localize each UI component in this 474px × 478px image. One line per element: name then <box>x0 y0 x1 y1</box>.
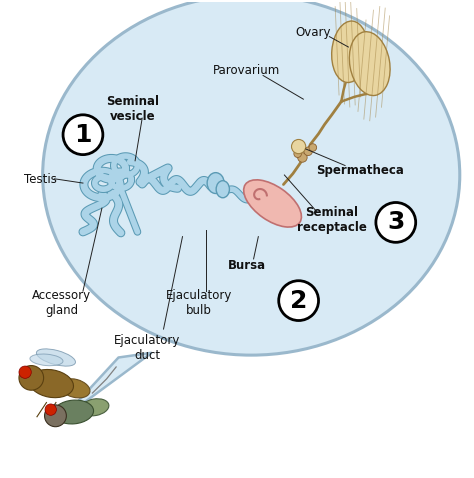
Circle shape <box>376 203 416 242</box>
Text: 3: 3 <box>387 210 404 234</box>
Ellipse shape <box>244 180 301 227</box>
Ellipse shape <box>332 21 368 83</box>
Text: Parovarium: Parovarium <box>213 64 280 77</box>
Circle shape <box>63 115 103 154</box>
Text: Ejaculatory
duct: Ejaculatory duct <box>114 334 180 362</box>
Circle shape <box>294 150 301 157</box>
Ellipse shape <box>30 354 63 366</box>
Circle shape <box>309 144 317 152</box>
Text: Ejaculatory
bulb: Ejaculatory bulb <box>166 289 232 317</box>
Text: Testis: Testis <box>24 173 57 186</box>
Ellipse shape <box>36 349 75 366</box>
Text: Ovary: Ovary <box>295 26 330 39</box>
Text: Seminal
receptacle: Seminal receptacle <box>297 206 367 234</box>
Ellipse shape <box>81 399 109 416</box>
Ellipse shape <box>292 140 306 154</box>
Ellipse shape <box>43 0 460 355</box>
Text: 2: 2 <box>290 289 307 313</box>
Circle shape <box>19 366 31 379</box>
Circle shape <box>298 153 307 162</box>
Ellipse shape <box>216 181 229 198</box>
Ellipse shape <box>60 379 90 398</box>
Ellipse shape <box>349 32 390 96</box>
Circle shape <box>45 404 56 415</box>
Ellipse shape <box>29 369 73 398</box>
Ellipse shape <box>54 400 93 424</box>
Circle shape <box>304 147 312 155</box>
Text: Spermatheca: Spermatheca <box>316 164 404 177</box>
Polygon shape <box>62 353 152 419</box>
Text: Bursa: Bursa <box>228 259 265 272</box>
Text: 1: 1 <box>74 123 91 147</box>
Text: Accessory
gland: Accessory gland <box>32 289 91 317</box>
Circle shape <box>19 366 44 390</box>
Text: Seminal
vesicle: Seminal vesicle <box>106 95 159 123</box>
Ellipse shape <box>207 173 224 194</box>
Circle shape <box>279 281 319 321</box>
Circle shape <box>45 405 66 427</box>
